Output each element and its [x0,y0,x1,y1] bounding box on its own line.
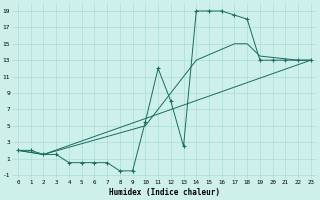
X-axis label: Humidex (Indice chaleur): Humidex (Indice chaleur) [109,188,220,197]
